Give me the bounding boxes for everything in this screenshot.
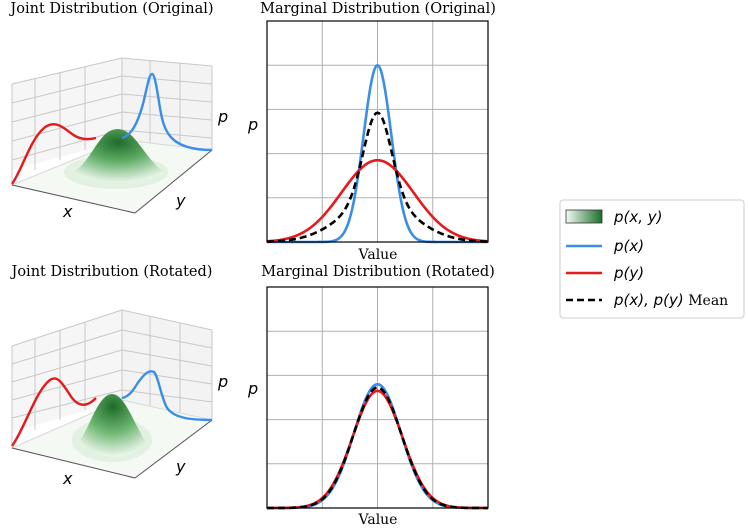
legend-py-label: p(y) [613,264,644,282]
legend-joint-swatch [565,209,603,224]
joint-rotated-axes-box [10,309,214,479]
joint-rotated-zlabel: p [217,372,228,391]
joint-original-panel: Joint Distribution (Original) [8,1,228,221]
marginal-original-frame [266,20,489,243]
joint-original-title: Joint Distribution (Original) [8,1,213,17]
marginal-rotated-title: Marginal Distribution (Rotated) [261,264,495,280]
marginal-original-title: Marginal Distribution (Original) [260,1,496,17]
marginal-original-mean-line [266,111,489,243]
joint-rotated-px-curve [121,370,213,422]
legend-mean-label: p(x), p(y) Mean [613,291,728,309]
marginal-rotated-grid [267,287,488,508]
joint-rotated-panel: Joint Distribution (Rotated) [10,264,229,488]
marginal-original-panel: Marginal Distribution (Original) Value p [247,1,496,263]
marginal-original-ylabel: p [247,115,258,134]
marginal-original-xlabel: Value [358,247,398,263]
joint-original-py-curve [11,123,97,185]
marginal-rotated-panel: Marginal Distribution (Rotated) Value p [247,264,495,528]
joint-rotated-title: Joint Distribution (Rotated) [10,264,213,280]
joint-rotated-xlabel: x [62,469,73,488]
legend-joint-label: p(x, y) [613,208,663,226]
marginal-original-py-line [266,158,489,243]
joint-rotated-py-curve [11,377,97,447]
joint-original-px-curve [121,72,213,152]
marginal-rotated-ylabel: p [247,379,258,398]
joint-original-surface [72,128,164,183]
joint-original-ylabel: y [175,191,186,210]
joint-original-zlabel: p [217,107,228,126]
marginal-original-grid [267,21,488,242]
joint-original-xlabel: x [62,202,73,221]
marginal-rotated-frame [266,286,489,509]
marginal-rotated-mean-line [266,386,489,510]
legend: p(x, y) p(x) p(y) p(x), p(y) Mean [559,199,745,319]
joint-rotated-ylabel: y [175,457,186,476]
legend-frame [559,199,745,319]
joint-rotated-surface [80,394,146,457]
marginal-rotated-curves [266,382,489,510]
legend-px-label: p(x) [613,237,644,255]
marginal-rotated-xlabel: Value [358,512,398,528]
